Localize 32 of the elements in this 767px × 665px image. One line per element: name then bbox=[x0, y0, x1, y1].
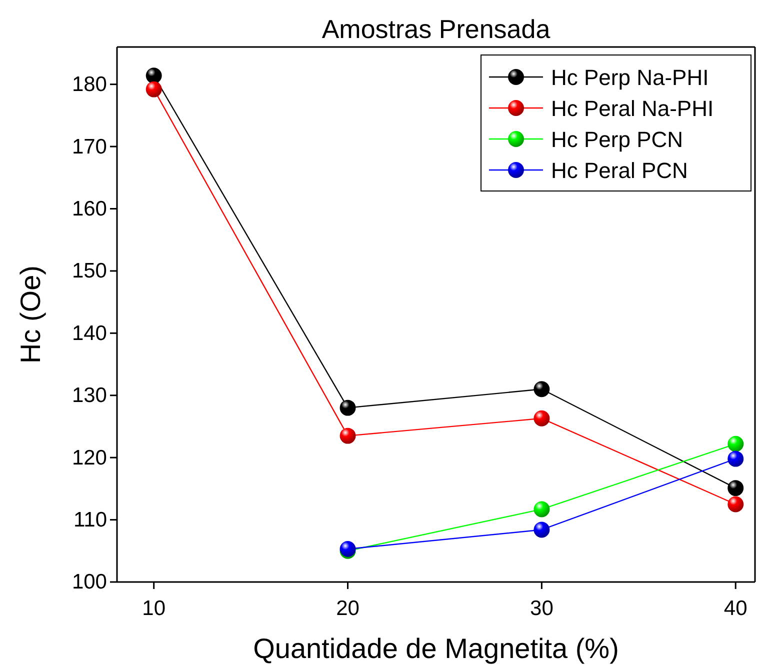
y-tick-label: 180 bbox=[72, 73, 107, 96]
point bbox=[340, 400, 356, 416]
x-axis-title: Quantidade de Magnetita (%) bbox=[253, 633, 619, 664]
y-tick-label: 150 bbox=[72, 260, 107, 283]
legend-label: Hc Perp PCN bbox=[551, 127, 684, 152]
point bbox=[534, 381, 550, 398]
y-axis-title: Hc (Oe) bbox=[15, 266, 46, 364]
x-tick-label: 40 bbox=[724, 597, 748, 620]
x-tick-label: 30 bbox=[530, 597, 554, 620]
y-tick-label: 170 bbox=[72, 135, 107, 158]
point bbox=[146, 81, 162, 98]
point bbox=[340, 428, 356, 444]
legend-label: Hc Peral Na-PHI bbox=[551, 96, 714, 121]
point bbox=[728, 436, 744, 452]
chart-title: Amostras Prensada bbox=[322, 14, 551, 44]
point bbox=[534, 501, 550, 518]
point bbox=[728, 480, 744, 496]
point bbox=[146, 68, 162, 84]
point bbox=[728, 496, 744, 512]
point bbox=[534, 410, 550, 426]
point bbox=[728, 450, 744, 467]
x-tick-label: 10 bbox=[142, 597, 166, 620]
y-tick-label: 120 bbox=[72, 446, 107, 470]
legend-label: Hc Perp Na-PHI bbox=[551, 65, 709, 90]
y-tick-label: 110 bbox=[74, 508, 107, 532]
y-tick-label: 100 bbox=[72, 570, 107, 594]
point bbox=[534, 522, 550, 538]
y-tick-label: 140 bbox=[72, 322, 107, 345]
x-tick-label: 20 bbox=[336, 597, 360, 620]
legend-label: Hc Peral PCN bbox=[551, 158, 688, 183]
y-tick-label: 130 bbox=[72, 384, 107, 408]
y-tick-label: 160 bbox=[72, 197, 107, 220]
